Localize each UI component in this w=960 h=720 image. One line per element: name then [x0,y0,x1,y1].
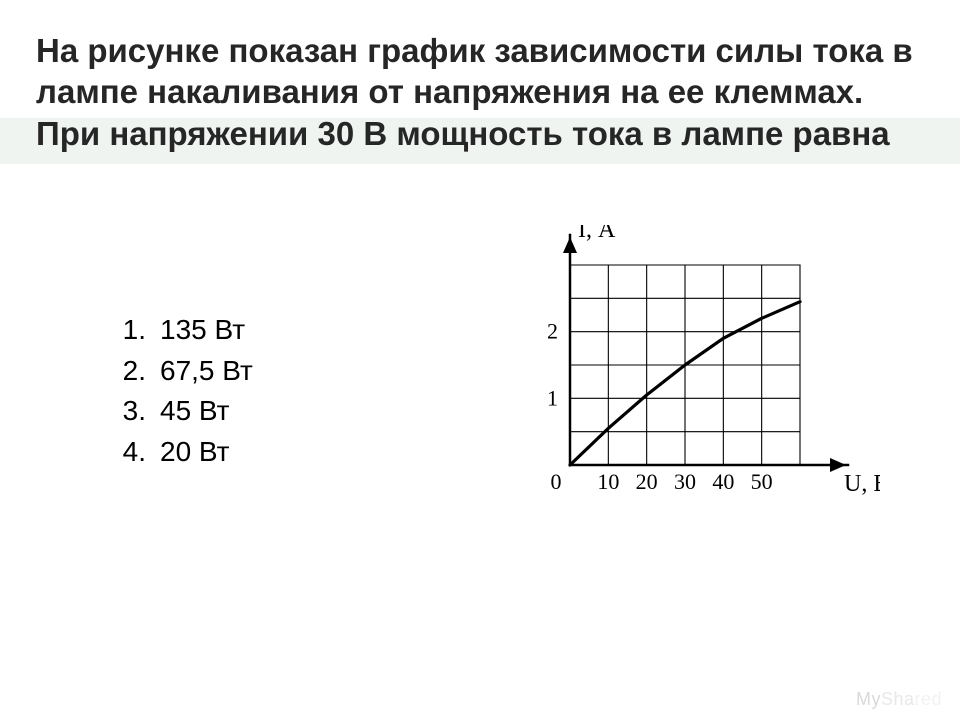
answer-options: 1.135 Вт2.67,5 Вт3.45 Вт4.20 Вт [100,310,253,472]
option-number: 3. [100,391,160,432]
svg-text:10: 10 [597,469,619,494]
svg-text:20: 20 [636,469,658,494]
option-label: 135 Вт [160,310,245,351]
iv-chart: 1020304050120I, АU, В [500,225,880,515]
svg-text:I, А: I, А [578,225,616,243]
option-label: 20 Вт [160,432,230,473]
option-number: 4. [100,432,160,473]
option-row: 2.67,5 Вт [100,351,253,392]
option-row: 4.20 Вт [100,432,253,473]
option-row: 3.45 Вт [100,391,253,432]
chart-svg: 1020304050120I, АU, В [500,225,880,515]
question-text: На рисунке показан график зависимости си… [36,30,916,154]
watermark: MyShared [856,689,942,710]
option-number: 2. [100,351,160,392]
option-label: 45 Вт [160,391,230,432]
svg-text:0: 0 [551,469,562,494]
svg-text:1: 1 [547,385,558,410]
svg-text:40: 40 [712,469,734,494]
svg-text:2: 2 [547,319,558,344]
option-label: 67,5 Вт [160,351,253,392]
svg-text:30: 30 [674,469,696,494]
option-row: 1.135 Вт [100,310,253,351]
svg-text:50: 50 [751,469,773,494]
svg-text:U, В: U, В [844,471,880,497]
slide: На рисунке показан график зависимости си… [0,0,960,720]
option-number: 1. [100,310,160,351]
